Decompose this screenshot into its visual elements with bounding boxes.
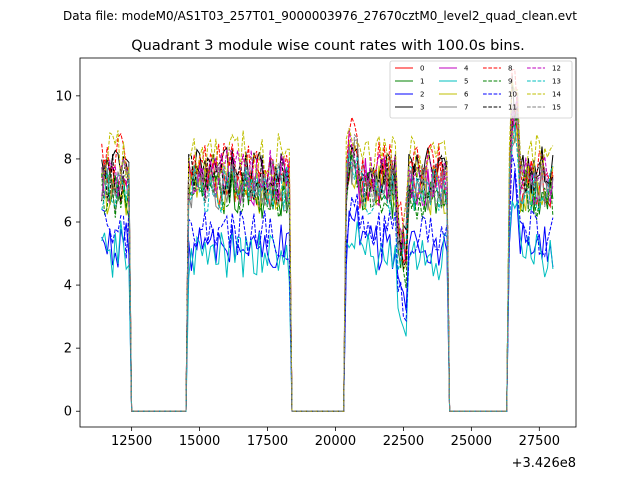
y-tick-label-4: 4 (64, 279, 72, 294)
series-line-1 (101, 113, 554, 412)
suptitle: Data file: modeM0/AS1T03_257T01_90000039… (63, 9, 577, 23)
series-group (101, 68, 554, 412)
y-tick-label-6: 6 (64, 216, 72, 231)
series-line-14 (101, 81, 554, 412)
plot-area: 12500 15000 17500 20000 22500 25000 27500 0 2 4 6 8… (55, 57, 577, 449)
y-tick-label-0: 0 (64, 405, 72, 420)
legend-label-11: 11 (508, 104, 517, 112)
legend-label-9: 9 (508, 78, 512, 86)
legend-label-8: 8 (508, 65, 512, 73)
series-line-8 (101, 68, 554, 412)
legend-box (389, 60, 573, 119)
axes-frame (79, 57, 577, 428)
series-line-10 (101, 154, 554, 412)
legend-label-7: 7 (464, 104, 468, 112)
legend-label-3: 3 (420, 104, 424, 112)
series-line-7 (101, 92, 554, 412)
legend-label-14: 14 (552, 91, 561, 99)
series-line-6 (101, 127, 554, 412)
y-tick-label-8: 8 (64, 152, 72, 167)
y-tick-label-10: 10 (55, 89, 72, 104)
x-tick-label-27500: 27500 (519, 434, 560, 449)
x-offset-label: +3.426e8 (512, 456, 576, 471)
y-tick-label-2: 2 (64, 342, 72, 357)
x-tick-label-17500: 17500 (247, 434, 288, 449)
legend-label-4: 4 (464, 65, 469, 73)
legend-label-15: 15 (552, 104, 561, 112)
legend-label-5: 5 (464, 78, 468, 86)
series-line-2 (101, 170, 554, 412)
legend-label-13: 13 (552, 78, 561, 86)
series-line-3 (101, 74, 554, 412)
series-line-9 (101, 113, 554, 412)
series-line-5 (101, 200, 554, 412)
series-line-11 (101, 105, 554, 412)
legend-label-2: 2 (420, 91, 424, 99)
legend-label-12: 12 (552, 65, 561, 73)
x-tick-label-15000: 15000 (179, 434, 220, 449)
x-tick-label-12500: 12500 (111, 434, 152, 449)
series-line-12 (101, 96, 554, 412)
series-line-13 (101, 125, 554, 412)
series-line-0 (101, 105, 554, 412)
chart-title: Quadrant 3 module wise count rates with … (131, 38, 525, 54)
legend-label-6: 6 (464, 91, 469, 99)
x-tick-label-25000: 25000 (451, 434, 492, 449)
series-line-15 (101, 105, 554, 412)
legend-label-1: 1 (420, 78, 424, 86)
x-tick-label-22500: 22500 (383, 434, 424, 449)
legend-label-10: 10 (508, 91, 517, 99)
series-line-4 (101, 104, 554, 412)
x-tick-label-20000: 20000 (315, 434, 356, 449)
legend-label-0: 0 (420, 65, 424, 73)
